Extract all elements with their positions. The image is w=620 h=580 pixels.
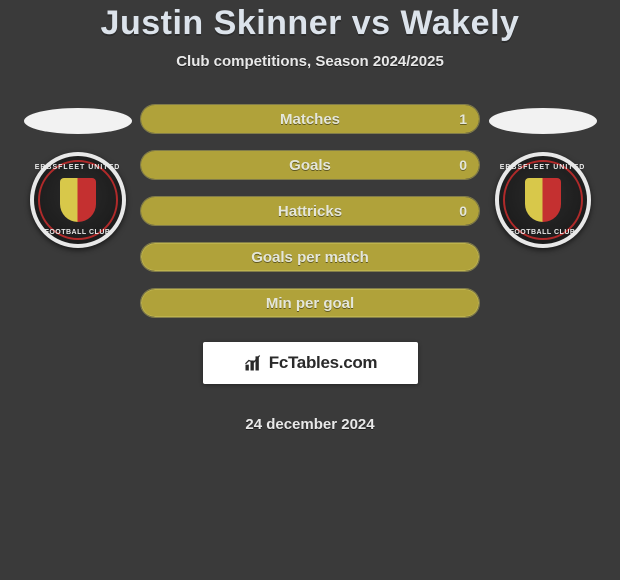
stat-value-right: 0 (459, 157, 467, 173)
stat-bar-fill (141, 243, 479, 271)
stat-bar-fill (141, 197, 479, 225)
stat-value-right: 0 (459, 203, 467, 219)
badge-shield-icon (525, 178, 561, 222)
date-label: 24 december 2024 (245, 416, 374, 433)
stat-row: Goals per match (140, 242, 480, 272)
club-badge-left: EBBSFLEET UNITED FOOTBALL CLUB (30, 152, 126, 248)
player-right-avatar-placeholder (489, 108, 597, 134)
stat-bar-fill (141, 105, 479, 133)
club-badge-right: EBBSFLEET UNITED FOOTBALL CLUB (495, 152, 591, 248)
stat-row: Min per goal (140, 288, 480, 318)
badge-top-text: EBBSFLEET UNITED (500, 164, 586, 171)
page-title: Justin Skinner vs Wakely (101, 4, 520, 43)
player-right-column: EBBSFLEET UNITED FOOTBALL CLUB (483, 104, 603, 248)
branding-text: FcTables.com (269, 353, 378, 373)
stat-row: Goals0 (140, 150, 480, 180)
player-left-column: EBBSFLEET UNITED FOOTBALL CLUB (18, 104, 138, 248)
page-root: Justin Skinner vs Wakely Club competitio… (0, 0, 620, 433)
stats-column: Matches1 Goals0 Hattricks0 Goals per match M… (138, 104, 483, 433)
badge-bottom-text: FOOTBALL CLUB (510, 229, 576, 236)
stat-bar-fill (141, 289, 479, 317)
branding-box[interactable]: FcTables.com (203, 342, 418, 384)
stat-bar-fill (141, 151, 479, 179)
badge-shield-icon (60, 178, 96, 222)
stat-row: Hattricks0 (140, 196, 480, 226)
stat-value-right: 1 (459, 111, 467, 127)
comparison-row: EBBSFLEET UNITED FOOTBALL CLUB Matches1 G… (0, 104, 620, 433)
player-left-avatar-placeholder (24, 108, 132, 134)
badge-top-text: EBBSFLEET UNITED (35, 164, 121, 171)
bar-chart-icon (243, 353, 263, 373)
badge-bottom-text: FOOTBALL CLUB (45, 229, 111, 236)
page-subtitle: Club competitions, Season 2024/2025 (176, 53, 444, 70)
stat-row: Matches1 (140, 104, 480, 134)
